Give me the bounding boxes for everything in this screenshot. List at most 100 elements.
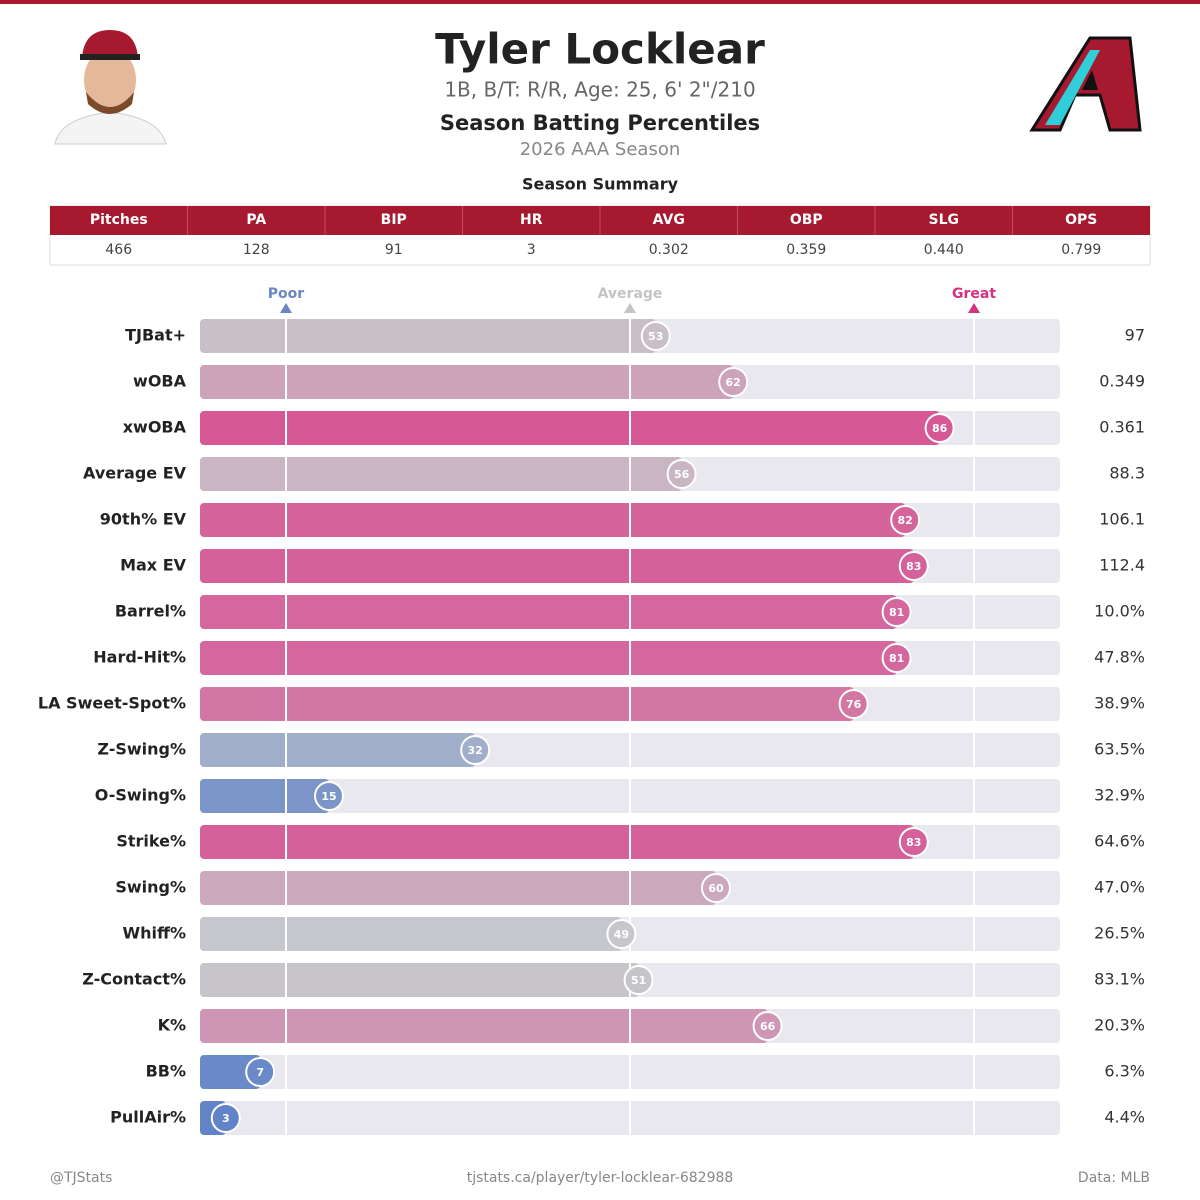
category-label: Hard-Hit% (93, 648, 186, 667)
stat-value: 38.9% (1094, 694, 1145, 713)
percentile-label: 7 (256, 1066, 264, 1079)
summary-col-header: OPS (1065, 212, 1097, 228)
stat-value: 47.8% (1094, 648, 1145, 667)
bar (200, 365, 734, 399)
footer-left: @TJStats (50, 1170, 112, 1186)
category-label: K% (158, 1016, 186, 1035)
percentile-bubble (666, 459, 697, 489)
bar (200, 825, 914, 859)
stat-value: 97 (1125, 326, 1145, 345)
team-logo (1029, 36, 1142, 132)
top-border (0, 0, 1200, 4)
summary-col-header: Pitches (90, 212, 148, 228)
stat-value: 4.4% (1104, 1108, 1145, 1127)
bar (200, 871, 716, 905)
stat-value: 20.3% (1094, 1016, 1145, 1035)
summary-value: 3 (527, 242, 536, 258)
tick-label: Great (952, 286, 996, 302)
percentile-bubble (640, 321, 671, 351)
season: 2026 AAA Season (520, 139, 681, 160)
category-label: TJBat+ (125, 326, 186, 345)
stat-value: 83.1% (1094, 970, 1145, 989)
category-label: BB% (146, 1062, 186, 1081)
category-label: xwOBA (123, 418, 187, 437)
category-label: Whiff% (122, 924, 186, 943)
bar (200, 779, 329, 813)
category-label: O-Swing% (95, 786, 186, 805)
stat-value: 10.0% (1094, 602, 1145, 621)
category-label: LA Sweet-Spot% (38, 694, 186, 713)
percentile-bubble (881, 643, 912, 673)
bar (200, 1055, 261, 1089)
percentile-bubble (718, 367, 749, 397)
bar (200, 549, 914, 583)
percentile-label: 82 (898, 514, 913, 527)
percentile-bubble (701, 873, 731, 903)
stat-value: 106.1 (1099, 510, 1145, 529)
percentile-bubble (314, 781, 344, 811)
tick-marker (280, 303, 292, 313)
bar (200, 1009, 768, 1043)
bar (200, 457, 682, 491)
summary-col-header: SLG (929, 212, 960, 228)
tick-label: Poor (268, 286, 304, 302)
percentile-label: 32 (468, 744, 483, 757)
percentile-label: 3 (222, 1112, 230, 1125)
percentile-bubble (924, 413, 955, 443)
percentile-bubble (245, 1057, 276, 1087)
bar (200, 319, 656, 353)
summary-col-header: OBP (790, 212, 823, 228)
category-label: Strike% (116, 832, 186, 851)
stat-value: 0.361 (1099, 418, 1145, 437)
percentile-bubble (606, 919, 637, 949)
bar (200, 917, 622, 951)
bar (200, 503, 906, 537)
summary-value: 466 (105, 242, 132, 258)
stat-value: 64.6% (1094, 832, 1145, 851)
footer-center: tjstats.ca/player/tyler-locklear-682988 (467, 1170, 734, 1186)
percentile-bubble (838, 689, 869, 719)
stat-value: 88.3 (1109, 464, 1145, 483)
summary-value: 91 (385, 242, 403, 258)
category-label: PullAir% (110, 1108, 186, 1127)
summary-col-header: PA (246, 212, 266, 228)
percentile-label: 81 (889, 652, 904, 665)
category-label: wOBA (133, 372, 187, 391)
stat-value: 0.349 (1099, 372, 1145, 391)
summary-value: 128 (243, 242, 270, 258)
summary-col-header: BIP (381, 212, 407, 228)
summary-value: 0.440 (924, 242, 964, 258)
percentile-bubble (210, 1103, 241, 1133)
bar (200, 641, 897, 675)
stat-value: 26.5% (1094, 924, 1145, 943)
bar (200, 963, 639, 997)
percentile-label: 66 (760, 1020, 776, 1033)
percentile-label: 53 (648, 330, 663, 343)
summary-col-header: AVG (653, 212, 685, 228)
percentile-bubble (460, 735, 491, 765)
bar (200, 595, 897, 629)
category-label: Z-Contact% (82, 970, 186, 989)
bar (200, 733, 476, 767)
footer-right: Data: MLB (1078, 1170, 1150, 1186)
percentile-bubble (890, 505, 921, 535)
subtitle: 1B, B/T: R/R, Age: 25, 6' 2"/210 (444, 78, 755, 102)
percentile-label: 81 (889, 606, 904, 619)
percentile-label: 86 (932, 422, 948, 435)
percentile-label: 49 (614, 928, 629, 941)
percentile-label: 51 (631, 974, 646, 987)
category-label: Swing% (115, 878, 186, 897)
stat-value: 6.3% (1104, 1062, 1145, 1081)
bar (200, 411, 940, 445)
percentile-label: 83 (906, 836, 921, 849)
stat-value: 47.0% (1094, 878, 1145, 897)
percentile-bubble (898, 827, 929, 857)
summary-value: 0.302 (649, 242, 689, 258)
percentile-label: 56 (674, 468, 690, 481)
summary-title: Season Summary (522, 175, 679, 194)
tick-marker (968, 303, 980, 313)
summary-value: 0.799 (1061, 242, 1101, 258)
percentile-label: 62 (726, 376, 741, 389)
